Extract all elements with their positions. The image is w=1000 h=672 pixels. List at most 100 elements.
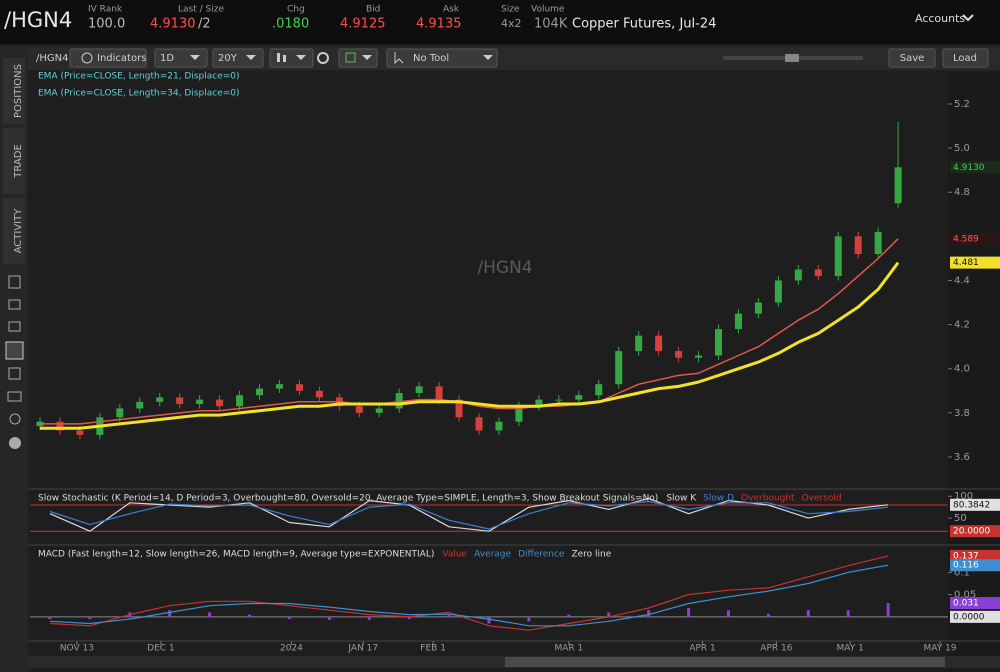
y-tick-label: 0.05 bbox=[954, 590, 976, 601]
legend-entry: Value bbox=[442, 550, 467, 560]
candle-body bbox=[555, 399, 563, 401]
candle-body bbox=[196, 399, 204, 405]
candle-body bbox=[455, 399, 463, 418]
toolbar-symbol[interactable]: /HGN4 bbox=[36, 53, 68, 64]
value-label-box bbox=[950, 559, 1000, 572]
candle-body bbox=[36, 421, 44, 427]
value-label: 20.0000 bbox=[953, 527, 990, 537]
histogram-bar bbox=[607, 612, 611, 617]
sidebar-icon[interactable] bbox=[8, 299, 21, 310]
value-label: 4.481 bbox=[953, 258, 979, 268]
iv-rank: 100.0 bbox=[88, 17, 125, 32]
y-tick-label: 4.0 bbox=[954, 364, 970, 375]
sidebar-icon[interactable] bbox=[7, 391, 22, 402]
tab[interactable] bbox=[3, 58, 25, 124]
histogram-bar bbox=[567, 614, 571, 617]
settings-button[interactable] bbox=[317, 52, 329, 64]
icon bbox=[81, 52, 93, 64]
last-price: 4.9130 bbox=[150, 17, 196, 32]
candle-body bbox=[675, 351, 683, 358]
last-size: /2 bbox=[198, 17, 211, 32]
value-label: 4.9130 bbox=[953, 163, 985, 173]
icon bbox=[394, 52, 404, 65]
sidebar-icon[interactable] bbox=[8, 367, 21, 380]
accounts-menu[interactable]: Accounts bbox=[915, 12, 965, 25]
candle-body bbox=[295, 384, 303, 391]
candle-body bbox=[355, 406, 363, 413]
timeframe-dropdown[interactable] bbox=[212, 48, 264, 68]
style-dropdown[interactable] bbox=[269, 48, 314, 68]
drawing-tool-dropdown[interactable] bbox=[386, 48, 498, 68]
panel-title: MACD (Fast length=12, Slow length=26, MA… bbox=[38, 550, 434, 560]
sidebar-icon[interactable] bbox=[8, 321, 21, 332]
field-label: Ask bbox=[443, 5, 460, 15]
histogram-bar bbox=[687, 607, 691, 617]
save-button[interactable] bbox=[888, 48, 936, 68]
dropdown-label: No Tool bbox=[413, 53, 449, 64]
volume: 104K bbox=[534, 17, 568, 32]
y-tick-label: 3.8 bbox=[954, 408, 970, 419]
candle-body bbox=[515, 406, 523, 422]
tab[interactable] bbox=[3, 198, 25, 264]
candle-body bbox=[216, 399, 224, 407]
sidebar-icon[interactable] bbox=[9, 413, 21, 425]
candle-body bbox=[595, 384, 603, 396]
load-button[interactable] bbox=[942, 48, 989, 68]
y-tick-label: 4.4 bbox=[954, 275, 970, 286]
candle-body bbox=[834, 236, 842, 277]
field-label: IV Rank bbox=[88, 5, 123, 15]
series-line bbox=[49, 500, 889, 530]
value-label-box bbox=[950, 549, 1000, 562]
histogram-bar bbox=[487, 616, 491, 624]
histogram-bar bbox=[407, 616, 411, 620]
value-label: 0.116 bbox=[953, 561, 979, 571]
value-label: 0.031 bbox=[953, 599, 979, 609]
histogram-bar bbox=[248, 614, 252, 617]
icon bbox=[345, 52, 356, 63]
value-label-box bbox=[950, 256, 1000, 269]
series-line bbox=[49, 555, 889, 631]
panel-title: Slow Stochastic (K Period=14, D Period=3… bbox=[38, 494, 658, 504]
candle-body bbox=[794, 269, 802, 281]
charts: 5.2 5.0 4.8 4.4 4.2 4.0 3.8 3.6/HGN4 EMA (Price=… bbox=[30, 72, 1000, 654]
layout-dropdown[interactable] bbox=[338, 48, 378, 68]
value-label-box bbox=[950, 161, 1000, 174]
candle-body bbox=[575, 395, 583, 400]
value-label: 80.3842 bbox=[953, 500, 990, 510]
x-tick-label: APR 1 bbox=[689, 644, 715, 654]
arrow bbox=[190, 55, 200, 60]
y-tick-label: 4.2 bbox=[954, 320, 970, 331]
histogram-bar bbox=[327, 616, 331, 620]
icon bbox=[283, 55, 286, 62]
candle-body bbox=[774, 280, 782, 303]
symbol[interactable]: /HGN4 bbox=[4, 8, 72, 32]
arrow bbox=[362, 55, 372, 60]
change: .0180 bbox=[272, 17, 309, 32]
sidebar-icon[interactable] bbox=[8, 275, 21, 289]
tab[interactable] bbox=[3, 128, 25, 194]
ask: 4.9135 bbox=[416, 17, 462, 32]
histogram-bar bbox=[447, 615, 451, 617]
candle-body bbox=[495, 421, 503, 431]
aggregation-dropdown[interactable] bbox=[154, 48, 208, 68]
candle-body bbox=[814, 269, 822, 277]
candle-body bbox=[275, 384, 283, 389]
x-tick-label: NOV 13 bbox=[60, 644, 94, 654]
series-line bbox=[40, 261, 900, 430]
histogram-bar bbox=[88, 616, 92, 620]
value-label-box bbox=[950, 498, 1000, 511]
histogram-bar bbox=[48, 616, 52, 620]
size: 4x2 bbox=[501, 17, 522, 30]
histogram-bar bbox=[287, 616, 291, 620]
zoom-thumb[interactable] bbox=[785, 54, 799, 62]
scroll-thumb[interactable] bbox=[505, 657, 945, 667]
candle-body bbox=[854, 236, 862, 255]
button-label: Save bbox=[900, 53, 925, 64]
sidebar-icon[interactable] bbox=[5, 341, 24, 360]
chevron bbox=[962, 14, 974, 22]
series-line bbox=[49, 564, 889, 627]
tab-label: TRADE bbox=[13, 144, 24, 179]
candle-body bbox=[375, 408, 383, 413]
candle-body bbox=[734, 313, 742, 330]
help-icon[interactable] bbox=[9, 437, 21, 449]
